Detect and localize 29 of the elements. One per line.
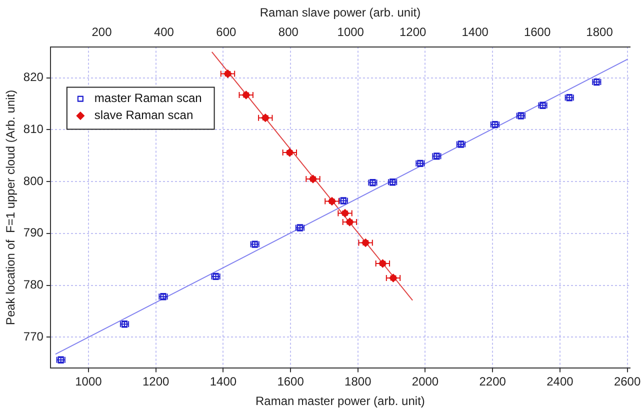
- x-tick-label: 2200: [479, 374, 506, 389]
- y-axis-title: Peak location of F=1 upper cloud (Arb. unit): [4, 90, 18, 326]
- x-tick-label: 1000: [75, 374, 102, 389]
- y-tick-label: 810: [23, 122, 44, 136]
- legend-label: master Raman scan: [94, 91, 202, 106]
- x2-tick-label: 1200: [400, 24, 427, 39]
- x-axis-title: Raman master power (arb. unit): [256, 394, 425, 408]
- x2-tick-label: 200: [92, 24, 112, 39]
- x2-axis-title: Raman slave power (arb. unit): [260, 6, 421, 20]
- y-tick-label: 780: [23, 278, 44, 292]
- x-tick-label: 2000: [412, 374, 439, 389]
- x2-tick-label: 600: [216, 24, 237, 39]
- y-tick-label: 800: [23, 174, 44, 188]
- x2-tick-label: 400: [154, 24, 174, 39]
- y-tick-label: 790: [23, 226, 44, 240]
- x2-tick-label: 1400: [462, 24, 489, 39]
- x2-tick-label: 1800: [586, 24, 614, 39]
- x-tick-label: 1600: [277, 374, 304, 389]
- x2-tick-label: 1600: [524, 24, 551, 39]
- y-tick-label: 820: [23, 70, 44, 84]
- x-tick-label: 1400: [210, 374, 237, 389]
- x-tick-label: 1200: [142, 374, 170, 389]
- x2-tick-label: 800: [278, 24, 299, 39]
- y-tick-label: 770: [23, 329, 44, 344]
- x-tick-label: 2400: [546, 374, 574, 389]
- x2-tick-label: 1000: [337, 24, 364, 39]
- x-tick-label: 1800: [344, 374, 372, 389]
- legend-label: slave Raman scan: [94, 108, 194, 122]
- x-tick-label: 2600: [614, 374, 641, 389]
